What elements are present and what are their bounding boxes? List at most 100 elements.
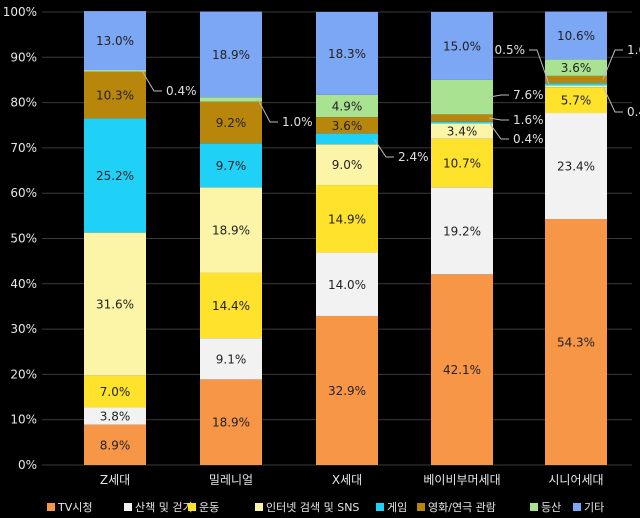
data-label: 3.6% xyxy=(561,61,592,75)
bar-segment xyxy=(316,144,378,186)
bar-segment xyxy=(545,11,607,60)
legend-swatch xyxy=(188,503,196,511)
x-tick-label: 시니어세대 xyxy=(548,473,603,487)
data-label: 0.4% xyxy=(166,84,197,98)
data-label: 18.3% xyxy=(328,47,366,61)
bar-segment xyxy=(84,118,146,233)
y-tick-label: 90% xyxy=(10,50,37,64)
data-label: 0.4% xyxy=(627,105,640,119)
data-label: 9.7% xyxy=(216,159,247,173)
legend-swatch xyxy=(376,503,384,511)
legend-label: 인터넷 검색 및 SNS xyxy=(266,501,359,514)
x-axis: Z세대 밀레니얼 X세대 베이비부머세대 시니어세대 xyxy=(100,473,604,487)
data-label: 2.4% xyxy=(398,150,429,164)
data-label: 15.0% xyxy=(443,39,481,53)
bar-segment xyxy=(200,379,262,465)
data-label: 42.1% xyxy=(443,363,481,377)
data-label: 14.9% xyxy=(328,212,366,226)
legend-swatch xyxy=(417,503,425,511)
bar-segment xyxy=(316,133,378,145)
bar-segment xyxy=(200,187,262,273)
bar-segment xyxy=(545,219,607,465)
data-label: 18.9% xyxy=(212,224,250,238)
legend-swatch xyxy=(47,503,55,511)
bar-segment xyxy=(545,87,607,114)
legend: TV시청 산책 및 걷기 운동 인터넷 검색 및 SNS 게임 영화/연극 관람 등산 기타 xyxy=(47,501,604,514)
data-label: 10.7% xyxy=(443,157,481,171)
data-label: 1.6% xyxy=(627,43,640,57)
y-axis: 0% 10% 20% 30% 40% 50% 60% 70% 80% 90% 100% xyxy=(3,5,37,472)
legend-label: 산책 및 걷기 xyxy=(135,501,193,514)
legend-label: 기타 xyxy=(584,501,604,514)
callout-line xyxy=(257,99,278,123)
bar-segment xyxy=(84,407,146,425)
legend-swatch xyxy=(255,503,263,511)
data-label: 18.9% xyxy=(212,48,250,62)
bar-segment xyxy=(84,375,146,408)
y-tick-label: 70% xyxy=(10,141,37,155)
bar-segment xyxy=(316,315,378,465)
legend-label: 등산 xyxy=(541,501,561,514)
data-label: 3.8% xyxy=(100,410,131,424)
data-label: 14.4% xyxy=(212,299,250,313)
legend-label: 게임 xyxy=(387,501,407,514)
bar-segment xyxy=(431,274,493,465)
data-label: 1.0% xyxy=(282,115,313,129)
legend-swatch xyxy=(124,503,132,511)
bar-segment xyxy=(84,69,146,72)
bar-segment xyxy=(431,114,493,122)
callout-line xyxy=(529,49,550,85)
legend-label: 영화/연극 관람 xyxy=(428,501,496,514)
data-label: 7.6% xyxy=(513,88,544,102)
bar-segment xyxy=(431,123,493,139)
bar-segment xyxy=(84,232,146,376)
x-tick-label: X세대 xyxy=(332,473,362,487)
bar-segment xyxy=(545,113,607,220)
callout-line xyxy=(141,70,162,92)
y-tick-label: 50% xyxy=(10,232,37,246)
bar-segment xyxy=(545,85,607,88)
data-label: 14.0% xyxy=(328,278,366,292)
bar-segment xyxy=(431,121,493,124)
bar-segment xyxy=(84,71,146,119)
bar-segment xyxy=(200,11,262,98)
callout-line xyxy=(602,49,623,80)
data-label: 10.3% xyxy=(96,89,134,103)
data-label: 13.0% xyxy=(96,34,134,48)
bar-segment xyxy=(316,252,378,316)
y-tick-label: 30% xyxy=(10,322,37,336)
data-label: 19.2% xyxy=(443,224,481,238)
callout-line xyxy=(488,122,509,140)
bar-segment xyxy=(316,117,378,134)
callout-line xyxy=(602,86,623,113)
data-label: 0.5% xyxy=(495,43,526,57)
x-tick-label: 베이비부머세대 xyxy=(423,473,500,487)
data-label: 25.2% xyxy=(96,169,134,183)
legend-label: 운동 xyxy=(199,501,219,514)
bar-segment xyxy=(545,83,607,86)
legend-label: TV시청 xyxy=(57,501,92,514)
bar-segment xyxy=(200,143,262,188)
callout-line xyxy=(373,138,394,158)
y-tick-label: 60% xyxy=(10,186,37,200)
bar-segment xyxy=(84,424,146,465)
data-label: 32.9% xyxy=(328,384,366,398)
y-tick-label: 10% xyxy=(10,413,37,427)
data-label: 18.9% xyxy=(212,416,250,430)
y-tick-label: 0% xyxy=(18,458,37,472)
bar-segment xyxy=(545,75,607,84)
y-tick-label: 40% xyxy=(10,277,37,291)
x-tick-label: 밀레니얼 xyxy=(209,473,253,487)
bar-segment xyxy=(545,59,607,76)
y-tick-label: 20% xyxy=(10,367,37,381)
bar-segment xyxy=(84,11,146,70)
legend-swatch xyxy=(573,503,581,511)
legend-swatch xyxy=(530,503,538,511)
x-tick-label: Z세대 xyxy=(100,473,130,487)
data-label: 1.6% xyxy=(513,113,544,127)
data-label: 10.6% xyxy=(557,29,595,43)
data-label: 54.3% xyxy=(557,336,595,350)
bar-segment xyxy=(431,187,493,275)
callout-line xyxy=(488,117,509,121)
y-tick-label: 80% xyxy=(10,96,37,110)
